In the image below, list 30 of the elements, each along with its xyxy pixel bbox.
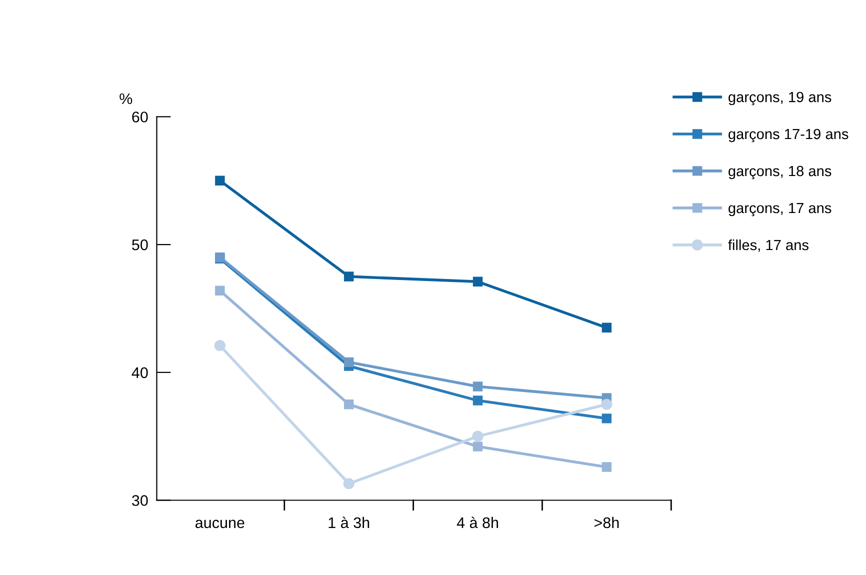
point xyxy=(472,276,483,286)
point xyxy=(602,414,612,424)
y-tick-label: 60 xyxy=(132,112,148,122)
legend-label: garçons, 19 ans xyxy=(728,92,832,106)
legend-label: garçons, 18 ans xyxy=(728,166,832,180)
point xyxy=(215,286,225,296)
point xyxy=(344,357,354,368)
point xyxy=(472,442,483,452)
point xyxy=(214,340,226,352)
x-tick-label: 1 à 3h xyxy=(328,516,370,528)
y-tick-label: 50 xyxy=(132,239,148,250)
point xyxy=(472,396,483,406)
point xyxy=(472,430,484,442)
y-tick-label: 40 xyxy=(132,367,148,378)
point xyxy=(215,176,225,186)
point xyxy=(344,400,354,410)
y-axis-title: % xyxy=(120,93,132,104)
point xyxy=(602,462,612,472)
point xyxy=(343,478,354,490)
point xyxy=(344,272,354,282)
legend-label: garçons, 17 ans xyxy=(728,203,832,216)
point xyxy=(472,382,483,392)
point xyxy=(602,322,612,333)
x-tick-label: aucune xyxy=(196,520,244,528)
legend-label: garçons 17-19 ans xyxy=(728,128,848,142)
legend-label: filles, 17 ans xyxy=(728,239,808,252)
x-tick-label: >8h xyxy=(594,516,619,528)
point xyxy=(601,398,612,410)
y-tick-label: 30 xyxy=(132,495,148,506)
x-tick-label: 4 à 8h xyxy=(456,516,498,528)
